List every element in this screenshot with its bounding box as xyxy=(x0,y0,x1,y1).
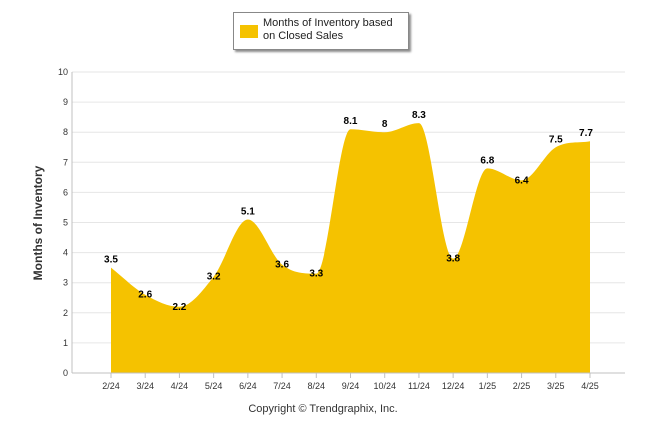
axes xyxy=(71,72,625,378)
data-label: 3.5 xyxy=(104,255,118,266)
x-tick-label: 8/24 xyxy=(308,381,326,391)
y-tick-label: 5 xyxy=(63,218,68,228)
x-tick-label: 4/25 xyxy=(581,381,599,391)
legend-label-line2: on Closed Sales xyxy=(263,30,344,42)
x-tick-label: 2/24 xyxy=(102,381,120,391)
data-label: 2.2 xyxy=(172,302,186,313)
y-tick-label: 0 xyxy=(63,368,68,378)
area-series xyxy=(111,123,590,373)
legend[interactable]: Months of Inventory based on Closed Sale… xyxy=(233,12,409,50)
x-tick-label: 4/24 xyxy=(171,381,189,391)
x-tick-label: 12/24 xyxy=(442,381,465,391)
data-label: 3.2 xyxy=(207,272,221,283)
data-label: 8.1 xyxy=(344,116,358,127)
y-tick-label: 2 xyxy=(63,308,68,318)
y-axis-title: Months of Inventory xyxy=(31,165,45,280)
x-tick-label: 7/24 xyxy=(273,381,291,391)
y-tick-label: 9 xyxy=(63,97,68,107)
data-label: 5.1 xyxy=(241,206,255,217)
x-tick-label: 11/24 xyxy=(408,381,430,391)
legend-label: Months of Inventory based on Closed Sale… xyxy=(263,17,405,43)
x-tick-label: 5/24 xyxy=(205,381,223,391)
x-tick-label: 6/24 xyxy=(239,381,257,391)
y-tick-label: 1 xyxy=(63,338,68,348)
x-tick-label: 1/25 xyxy=(479,381,497,391)
y-tick-label: 4 xyxy=(63,248,68,258)
data-label: 7.5 xyxy=(549,134,563,145)
y-tick-labels: 0 1 2 3 4 5 6 7 8 9 10 xyxy=(58,67,68,378)
data-label: 6.8 xyxy=(480,155,494,166)
y-tick-label: 8 xyxy=(63,127,68,137)
x-tick-label: 2/25 xyxy=(513,381,531,391)
data-labels: 3.5 2.6 2.2 3.2 5.1 3.6 3.3 8.1 8 8.3 3.8 6.8 6.4 7.5… xyxy=(104,110,593,313)
data-label: 3.6 xyxy=(275,260,289,271)
legend-label-line1: Months of Inventory based xyxy=(263,17,393,29)
data-label: 7.7 xyxy=(579,128,593,139)
data-label: 8.3 xyxy=(412,110,426,121)
data-label: 3.8 xyxy=(446,254,460,265)
x-tick-label: 9/24 xyxy=(342,381,360,391)
data-label: 2.6 xyxy=(138,290,152,301)
y-tick-label: 7 xyxy=(63,157,68,167)
x-tick-label: 10/24 xyxy=(373,381,396,391)
y-tick-label: 6 xyxy=(63,187,68,197)
y-tick-label: 10 xyxy=(58,67,68,77)
y-tick-label: 3 xyxy=(63,278,68,288)
x-tick-label: 3/24 xyxy=(136,381,154,391)
data-label: 3.3 xyxy=(309,269,323,280)
x-tick-labels: 2/24 3/24 4/24 5/24 6/24 7/24 8/24 9/24 10/24 11/… xyxy=(102,381,599,391)
x-tick-label: 3/25 xyxy=(547,381,565,391)
copyright-footer: Copyright © Trendgraphix, Inc. xyxy=(248,403,398,415)
data-label: 8 xyxy=(382,119,388,130)
legend-swatch-icon xyxy=(240,25,258,38)
data-label: 6.4 xyxy=(515,175,529,186)
series-area xyxy=(111,123,590,373)
